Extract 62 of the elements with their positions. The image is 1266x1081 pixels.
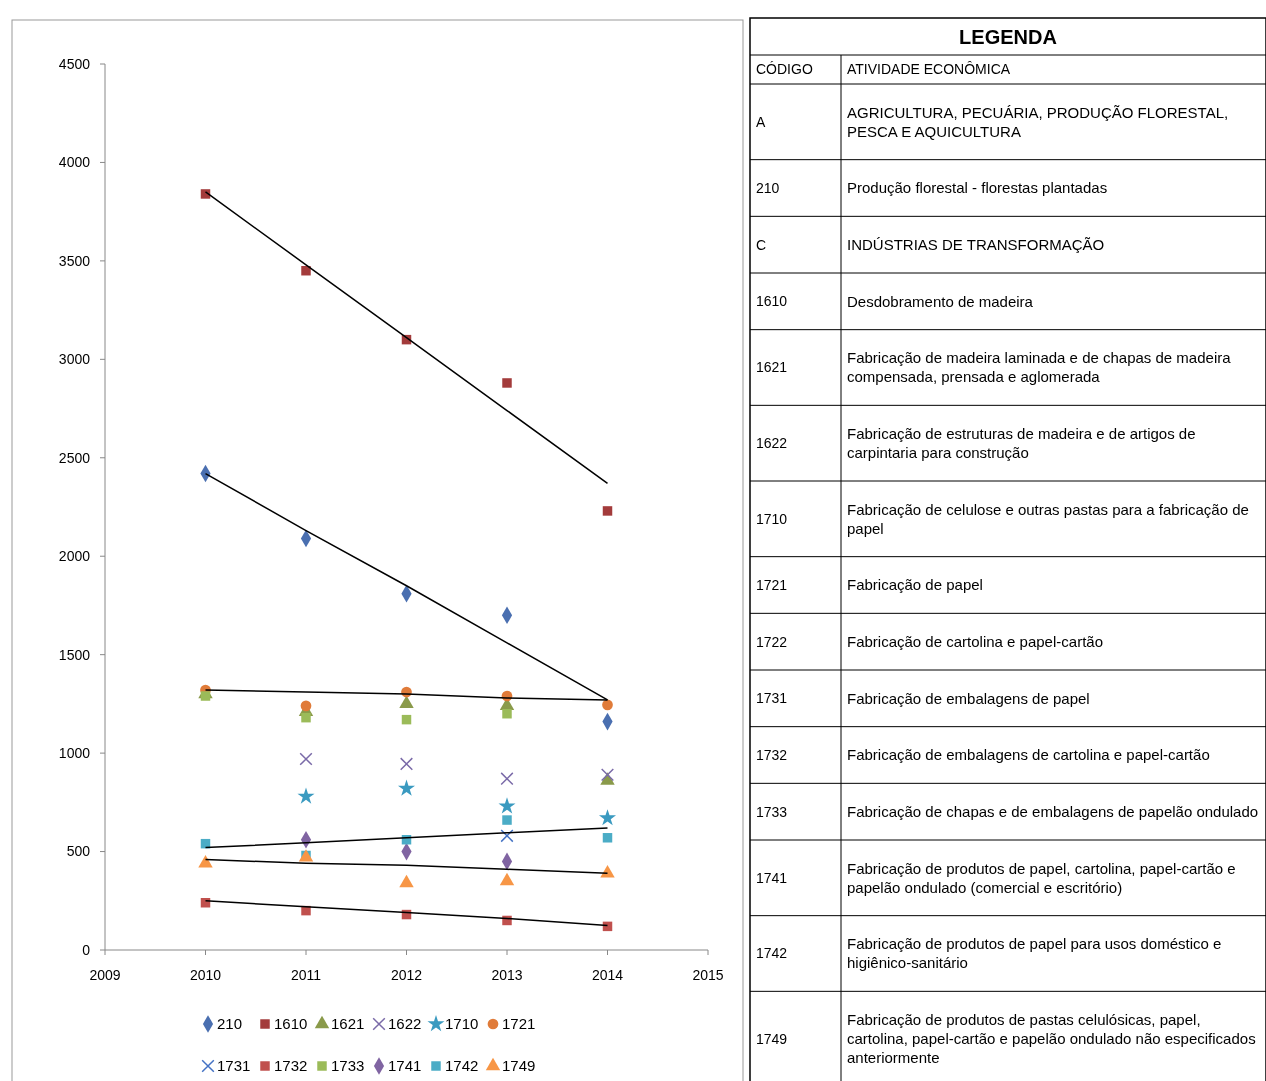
y-tick-label: 3500 <box>58 252 91 269</box>
text: Fabricação de celulose e outras pastas para a fabricação de papel <box>847 500 1249 537</box>
text: AGRICULTURA, PECUÁRIA, PRODUÇÃO FLORESTAL, PESCA E AQUICULTURA <box>847 103 1229 140</box>
category-label: 1731 <box>756 690 788 707</box>
x-tick-label: 2015 <box>692 967 724 983</box>
y-tick-label: 3000 <box>58 351 91 368</box>
x-tick-label: 2009 <box>89 967 121 983</box>
y-tick-label: 1500 <box>58 646 91 663</box>
y-tick-label: 500 <box>66 843 91 860</box>
x-tick-label: 2013 <box>491 967 523 983</box>
legend-label: 1742 <box>445 1057 479 1075</box>
text: Produção florestal - florestas plantadas <box>847 179 1108 197</box>
y-tick-label: 2000 <box>58 548 91 565</box>
legend-label: 1741 <box>388 1057 422 1075</box>
text: Fabricação de embalagens de cartolina e papel-cartão <box>847 746 1210 764</box>
text: Fabricação de estruturas de madeira e de artigos de carpintaria para construção <box>847 424 1196 461</box>
category-label: 1732 <box>756 746 788 763</box>
category-label: CÓDIGO <box>756 61 813 78</box>
x-tick-label: 2014 <box>591 967 624 983</box>
category-label: C <box>756 236 767 253</box>
legend-label: 1749 <box>502 1057 536 1075</box>
category-label: 1741 <box>756 869 788 886</box>
y-tick-label: 0 <box>82 941 91 958</box>
text: Fabricação de produtos de papel para usos doméstico e higiênico-sanitário <box>847 935 1222 972</box>
legend-label: 1731 <box>217 1057 251 1075</box>
x-tick-label: 2011 <box>290 967 322 983</box>
text: Fabricação de chapas e de embalagens de papelão ondulado <box>847 802 1259 820</box>
legend-label: 1610 <box>274 1015 308 1033</box>
y-tick-label: 4500 <box>58 55 91 72</box>
legend-label: 1733 <box>331 1057 365 1075</box>
category-label: 1621 <box>756 359 788 376</box>
category-label: A <box>756 113 766 130</box>
text: Desdobramento de madeira <box>847 292 1034 310</box>
y-tick-label: 1000 <box>58 745 91 762</box>
y-tick-label: 2500 <box>58 449 91 466</box>
category-label: ATIVIDADE ECONÔMICA <box>847 61 1011 78</box>
category-label: 1610 <box>756 293 788 310</box>
x-tick-label: 2010 <box>189 967 222 983</box>
legend-label: 1621 <box>331 1015 365 1033</box>
text: Fabricação de papel <box>847 576 983 594</box>
text: Fabricação de produtos de pastas celulósicas, papel, cartolina, papel-cartão e papelão ondulado não especificados anteriormente <box>847 1010 1256 1066</box>
category-label: 1749 <box>756 1030 788 1047</box>
legend-label: 1622 <box>388 1015 422 1033</box>
category-label: 1742 <box>756 945 788 962</box>
text: INDÚSTRIAS DE TRANSFORMAÇÃO <box>847 235 1105 253</box>
category-label: 210 <box>756 179 780 196</box>
text: Fabricação de produtos de papel, cartolina, papel-cartão e papelão ondulado (comercial e escritório) <box>847 859 1236 896</box>
text: Fabricação de cartolina e papel-cartão <box>847 632 1103 650</box>
legend-label: 1721 <box>502 1015 536 1033</box>
category-label: 1733 <box>756 803 788 820</box>
category-label: 1622 <box>756 435 788 452</box>
category-label: 1710 <box>756 510 788 527</box>
text: LEGENDA <box>959 25 1057 48</box>
legend-label: 210 <box>217 1015 243 1033</box>
y-tick-label: 4000 <box>58 154 91 171</box>
text: Fabricação de embalagens de papel <box>847 689 1090 707</box>
text: Fabricação de madeira laminada e de chapas de madeira compensada, prensada e aglomerada <box>847 349 1232 386</box>
category-label: 1721 <box>756 576 788 593</box>
legend-label: 1710 <box>445 1015 479 1033</box>
x-tick-label: 2012 <box>390 967 423 983</box>
legend-label: 1732 <box>274 1057 308 1075</box>
category-label: 1722 <box>756 633 788 650</box>
